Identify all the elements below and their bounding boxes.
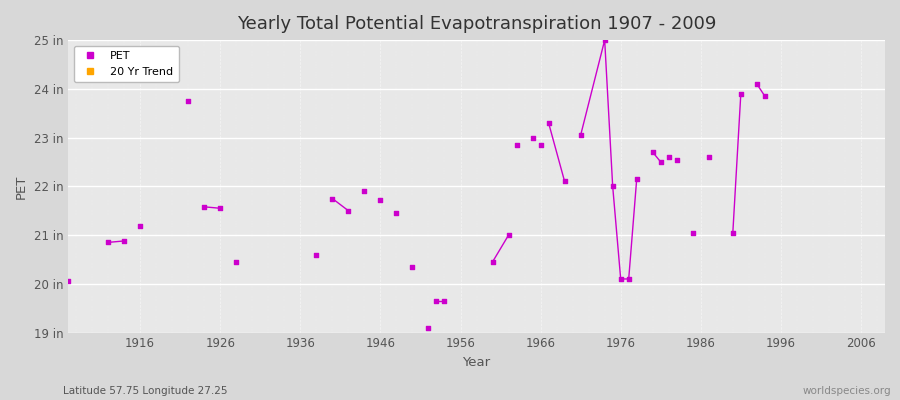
Point: [653, 159, 668, 165]
Point: [61, 278, 76, 285]
Text: worldspecies.org: worldspecies.org: [803, 386, 891, 396]
Point: [181, 98, 195, 104]
Point: [117, 238, 131, 244]
Point: [357, 188, 372, 194]
Point: [309, 251, 323, 258]
Point: [429, 298, 444, 304]
Point: [485, 259, 500, 265]
X-axis label: Year: Year: [463, 356, 491, 369]
Title: Yearly Total Potential Evapotranspiration 1907 - 2009: Yearly Total Potential Evapotranspiratio…: [237, 15, 716, 33]
Point: [557, 178, 572, 185]
Point: [670, 156, 684, 163]
Point: [229, 259, 243, 265]
Point: [622, 276, 636, 282]
Text: Latitude 57.75 Longitude 27.25: Latitude 57.75 Longitude 27.25: [63, 386, 228, 396]
Point: [573, 132, 588, 138]
Point: [526, 134, 540, 141]
Point: [509, 142, 524, 148]
Legend: PET, 20 Yr Trend: PET, 20 Yr Trend: [74, 46, 179, 82]
Point: [421, 324, 436, 331]
Point: [629, 176, 643, 182]
Point: [702, 154, 716, 160]
Point: [614, 276, 628, 282]
Point: [405, 264, 419, 270]
Point: [750, 81, 764, 87]
Point: [598, 37, 612, 43]
Point: [374, 196, 388, 203]
Point: [662, 154, 676, 160]
Point: [758, 93, 772, 99]
Point: [534, 142, 548, 148]
Point: [734, 90, 748, 97]
Point: [645, 149, 660, 156]
Y-axis label: PET: PET: [15, 174, 28, 198]
Point: [197, 204, 211, 210]
Point: [725, 230, 740, 236]
Point: [686, 230, 700, 236]
Point: [325, 195, 339, 202]
Point: [101, 239, 115, 246]
Point: [341, 208, 356, 214]
Point: [606, 183, 620, 190]
Point: [501, 232, 516, 238]
Point: [213, 205, 228, 212]
Point: [133, 223, 148, 230]
Point: [389, 210, 403, 216]
Point: [542, 120, 556, 126]
Point: [437, 298, 452, 304]
